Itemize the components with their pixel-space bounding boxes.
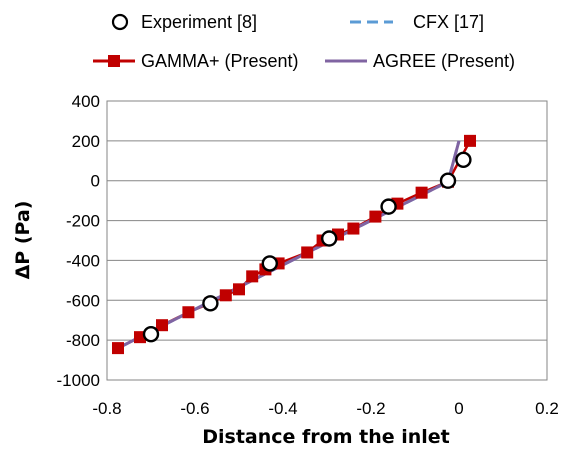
x-tick-label: 0 [454,399,463,418]
legend-item-cfx: CFX [17] [350,12,484,32]
y-tick-label: 0 [91,172,100,191]
series-lines [117,140,472,350]
gamma-square-marker [369,210,382,223]
legend-label-agree: AGREE (Present) [373,51,515,71]
gamma-square-marker [156,319,168,332]
x-tick-label: -0.6 [180,399,209,418]
series-markers [112,134,476,355]
x-tick-label: 0.2 [535,399,559,418]
y-tick-label: -800 [66,331,100,350]
y-tick-label: 400 [72,92,100,111]
gamma-square-marker [347,222,360,235]
y-tick-label: -400 [66,251,100,270]
gamma-square-marker [246,270,259,283]
x-tick-label: -0.2 [356,399,385,418]
legend-label-cfx: CFX [17] [413,12,484,32]
experiment-circle-marker [261,255,278,272]
x-tick-labels: -0.8 -0.6 -0.4 -0.2 0 0.2 [92,399,558,418]
legend-item-agree: AGREE (Present) [325,51,515,71]
y-tick-labels: 400 200 0 -200 -400 -600 -800 -1000 [57,92,100,390]
series-line-agree [117,140,461,350]
x-tick-label: -0.8 [92,399,121,418]
legend: Experiment [8] CFX [17] GAMMA+ (Present)… [93,12,515,71]
legend-item-experiment: Experiment [8] [111,12,257,32]
y-tick-label: 200 [72,132,100,151]
legend-marker-gamma [108,55,120,67]
experiment-circle-marker [202,295,219,312]
experiment-circle-marker [455,151,472,168]
legend-marker-experiment [111,13,129,31]
series-line-gamma [117,140,472,350]
legend-item-gamma: GAMMA+ (Present) [93,51,299,71]
experiment-circle-marker [380,198,397,215]
legend-label-experiment: Experiment [8] [141,12,257,32]
y-tick-label: -1000 [57,371,100,390]
gamma-square-marker [219,289,232,302]
y-tick-label: -200 [66,212,100,231]
x-tick-label: -0.4 [268,399,297,418]
gamma-square-marker [233,283,245,296]
gamma-square-marker [301,246,314,259]
experiment-circle-marker [142,325,160,343]
gamma-square-marker [464,134,476,147]
y-axis-title: ΔP (Pa) [12,201,34,280]
plot-area-border [106,100,548,381]
series-line-cfx [117,140,461,350]
experiment-circle-marker [321,230,338,247]
plot-frame [106,100,548,381]
experiment-circle-marker [439,172,457,189]
x-axis-title: Distance from the inlet [202,426,450,448]
gamma-square-marker [415,186,428,199]
gamma-square-marker [182,306,195,319]
y-tick-label: -600 [66,291,100,310]
gamma-square-marker [112,342,124,355]
legend-label-gamma: GAMMA+ (Present) [141,51,299,71]
